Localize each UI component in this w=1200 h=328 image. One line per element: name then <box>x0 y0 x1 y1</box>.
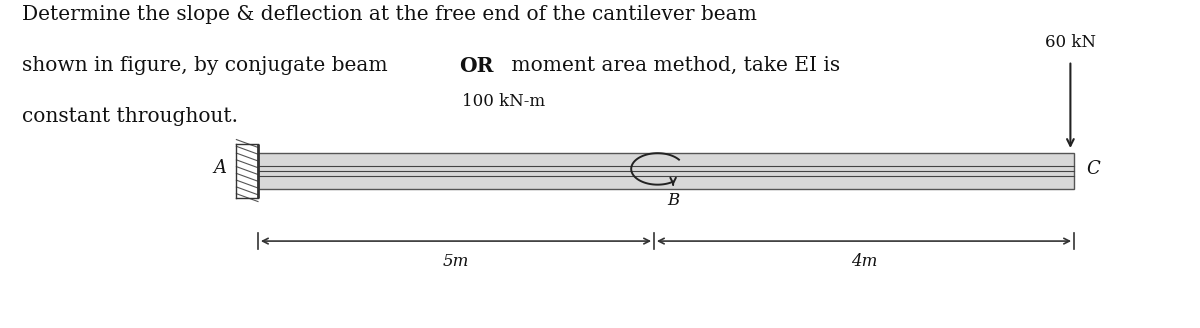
Text: 5m: 5m <box>443 253 469 270</box>
Text: Determine the slope & deflection at the free end of the cantilever beam: Determine the slope & deflection at the … <box>22 5 756 24</box>
Text: moment area method, take EI is: moment area method, take EI is <box>505 56 840 75</box>
Text: 4m: 4m <box>851 253 877 270</box>
Text: OR: OR <box>460 56 494 76</box>
Text: B: B <box>667 192 679 209</box>
Text: A: A <box>214 159 227 177</box>
Text: 60 kN: 60 kN <box>1045 34 1096 51</box>
Text: C: C <box>1086 160 1099 178</box>
Text: constant throughout.: constant throughout. <box>22 107 238 126</box>
Text: shown in figure, by conjugate beam: shown in figure, by conjugate beam <box>22 56 394 75</box>
Polygon shape <box>258 153 1074 189</box>
Text: 100 kN-m: 100 kN-m <box>462 93 546 110</box>
